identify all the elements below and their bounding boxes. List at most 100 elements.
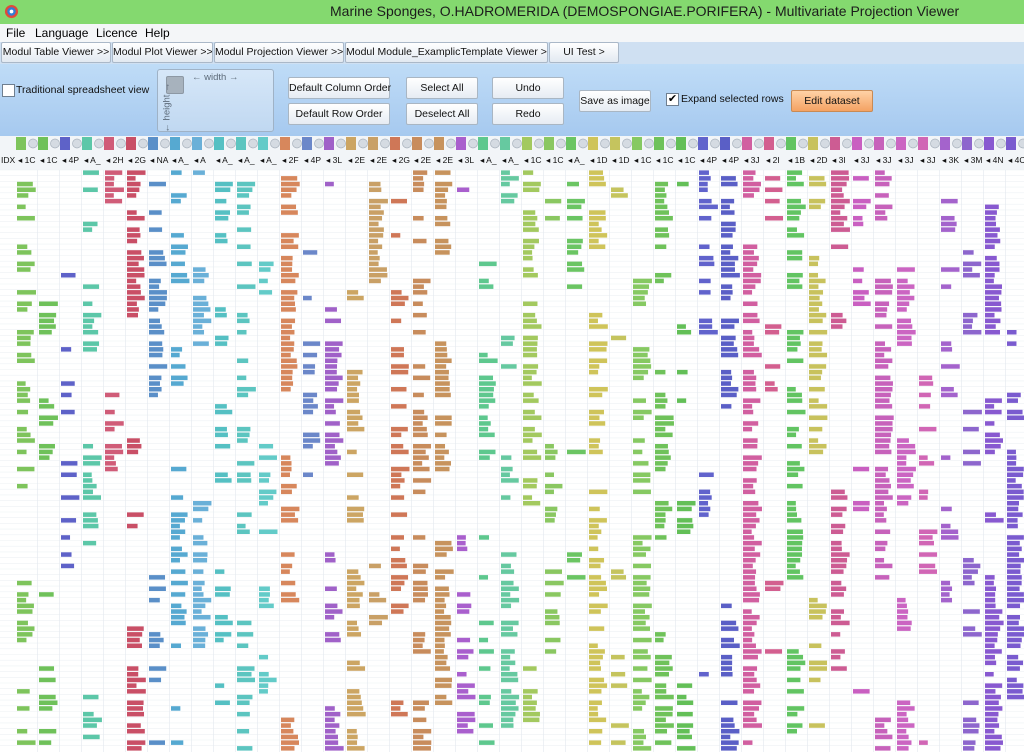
grid-column[interactable]: ◂ 3J <box>852 137 874 752</box>
grid-column[interactable]: ◂ 2E <box>346 137 368 752</box>
grid-cell[interactable] <box>743 387 757 392</box>
grid-cell[interactable] <box>743 552 761 557</box>
column-label[interactable]: ◂ 2E <box>348 155 365 165</box>
grid-cell[interactable] <box>347 632 362 637</box>
sort-toggle-icon[interactable] <box>930 138 940 149</box>
sort-toggle-icon[interactable] <box>402 138 412 149</box>
grid-cell[interactable] <box>743 278 761 284</box>
grid-cell[interactable] <box>391 466 410 472</box>
grid-cell[interactable] <box>897 597 906 603</box>
grid-cell[interactable] <box>787 677 801 683</box>
grid-column[interactable]: ◂ A_ <box>170 137 192 752</box>
grid-cell[interactable] <box>787 723 803 728</box>
grid-cell[interactable] <box>677 729 690 734</box>
grid-cell[interactable] <box>83 221 98 227</box>
grid-cell[interactable] <box>985 632 998 637</box>
grid-cell[interactable] <box>193 295 207 301</box>
grid-cell[interactable] <box>633 295 645 301</box>
grid-cell[interactable] <box>721 734 731 740</box>
grid-cell[interactable] <box>391 478 405 483</box>
grid-cell[interactable] <box>391 603 409 609</box>
grid-cell[interactable] <box>743 540 762 546</box>
grid-cell[interactable] <box>655 632 666 637</box>
grid-cell[interactable] <box>831 569 844 574</box>
grid-cell[interactable] <box>787 204 806 210</box>
grid-cell[interactable] <box>655 432 673 438</box>
grid-cell[interactable] <box>259 592 270 597</box>
grid-cell[interactable] <box>479 666 491 671</box>
grid-cell[interactable] <box>413 649 431 654</box>
grid-cell[interactable] <box>721 387 739 392</box>
grid-cell[interactable] <box>325 552 335 557</box>
column-label[interactable]: ◂ 3I <box>832 155 846 165</box>
grid-cell[interactable] <box>633 546 651 552</box>
grid-cell[interactable] <box>655 227 669 232</box>
grid-cell[interactable] <box>721 210 735 215</box>
grid-cell[interactable] <box>699 472 714 478</box>
grid-cell[interactable] <box>633 706 643 711</box>
grid-cell[interactable] <box>985 244 995 250</box>
grid-cell[interactable] <box>941 597 953 603</box>
grid-cell[interactable] <box>127 643 142 649</box>
grid-cell[interactable] <box>743 677 757 683</box>
grid-cell[interactable] <box>413 580 428 586</box>
grid-cell[interactable] <box>237 392 249 398</box>
sort-toggle-icon[interactable] <box>182 138 192 149</box>
grid-cell[interactable] <box>589 181 606 187</box>
sort-toggle-icon[interactable] <box>578 138 588 149</box>
grid-cell[interactable] <box>721 369 732 375</box>
grid-cell[interactable] <box>919 375 933 381</box>
grid-cell[interactable] <box>589 535 598 540</box>
grid-cell[interactable] <box>479 620 494 626</box>
grid-cell[interactable] <box>215 404 227 409</box>
grid-cell[interactable] <box>149 301 166 307</box>
grid-cell[interactable] <box>589 518 607 523</box>
grid-cell[interactable] <box>721 290 733 295</box>
grid-cell[interactable] <box>743 637 753 643</box>
grid-cell[interactable] <box>83 227 93 232</box>
grid-cell[interactable] <box>193 501 212 506</box>
grid-cell[interactable] <box>501 632 518 637</box>
grid-column[interactable]: ◂ 3J <box>874 137 896 752</box>
grid-cell[interactable] <box>1007 660 1024 666</box>
grid-cell[interactable] <box>941 392 958 398</box>
grid-cell[interactable] <box>435 381 450 386</box>
grid-cell[interactable] <box>17 637 27 643</box>
grid-cell[interactable] <box>721 324 735 329</box>
grid-cell[interactable] <box>193 615 211 620</box>
grid-cell[interactable] <box>479 455 490 460</box>
grid-cell[interactable] <box>721 717 734 723</box>
grid-cell[interactable] <box>897 723 915 728</box>
grid-cell[interactable] <box>215 444 231 449</box>
grid-cell[interactable] <box>765 216 784 221</box>
grid-cell[interactable] <box>831 649 845 654</box>
grid-cell[interactable] <box>369 204 381 210</box>
grid-cell[interactable] <box>985 734 1002 740</box>
grid-cell[interactable] <box>985 278 994 284</box>
grid-cell[interactable] <box>435 552 447 557</box>
grid-cell[interactable] <box>83 540 97 546</box>
grid-cell[interactable] <box>743 381 756 386</box>
menu-language[interactable]: Language <box>35 26 89 40</box>
grid-cell[interactable] <box>83 330 99 335</box>
grid-cell[interactable] <box>193 267 206 272</box>
grid-cell[interactable] <box>193 301 209 307</box>
grid-cell[interactable] <box>303 398 314 403</box>
grid-cell[interactable] <box>413 706 425 711</box>
grid-cell[interactable] <box>193 580 205 586</box>
grid-cell[interactable] <box>655 523 665 529</box>
sort-toggle-icon[interactable] <box>292 138 302 149</box>
sort-toggle-icon[interactable] <box>380 138 390 149</box>
grid-cell[interactable] <box>985 603 996 609</box>
grid-cell[interactable] <box>765 330 780 335</box>
grid-cell[interactable] <box>743 666 758 671</box>
grid-cell[interactable] <box>83 711 94 717</box>
grid-cell[interactable] <box>501 466 513 472</box>
grid-cell[interactable] <box>523 335 538 341</box>
grid-cell[interactable] <box>985 261 1000 267</box>
grid-cell[interactable] <box>259 472 271 478</box>
grid-cell[interactable] <box>611 654 625 660</box>
edit-dataset-button[interactable]: Edit dataset <box>791 90 873 112</box>
grid-cell[interactable] <box>171 273 188 278</box>
grid-cell[interactable] <box>1007 597 1024 603</box>
